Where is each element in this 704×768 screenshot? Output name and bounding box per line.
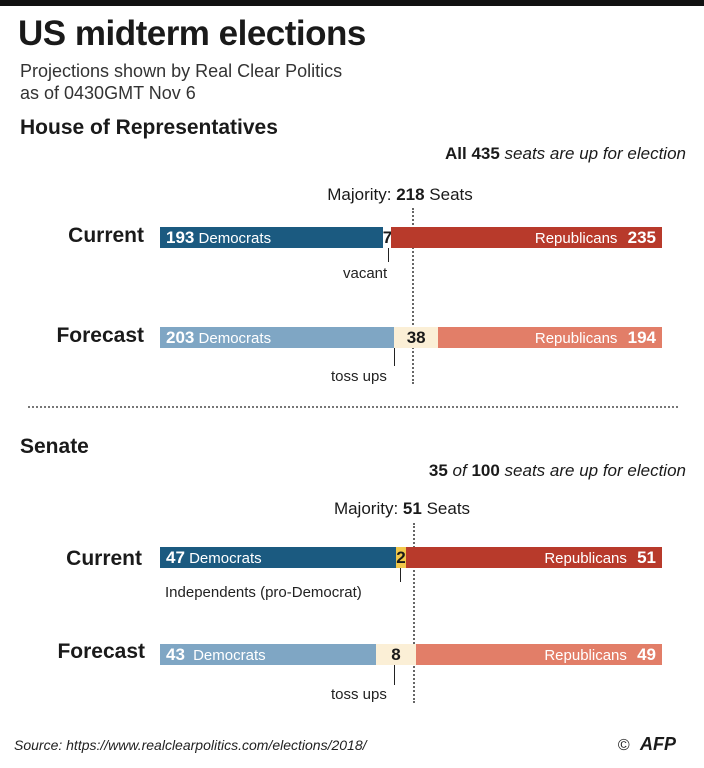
senate-seats-note: 35 of 100 seats are up for election bbox=[429, 461, 686, 481]
house-current-label: Current bbox=[68, 224, 144, 247]
senate-majority-line bbox=[413, 523, 415, 703]
chart-title: US midterm elections bbox=[18, 14, 366, 53]
section-divider bbox=[28, 406, 678, 408]
afp-credit: © AFP bbox=[618, 734, 676, 755]
house-seats-note: All 435 seats are up for election bbox=[445, 144, 686, 164]
senate-current-dem-segment: 47 Democrats bbox=[160, 547, 396, 568]
house-majority-prefix: Majority: bbox=[327, 185, 392, 204]
senate-forecast-label: Forecast bbox=[57, 640, 145, 663]
senate-current-rep-name: Republicans bbox=[544, 550, 627, 567]
senate-forecast-bar: 43 Democrats 8 Republicans 49 bbox=[160, 644, 662, 665]
senate-forecast-dem-value: 43 bbox=[166, 645, 185, 664]
senate-independent-tick bbox=[400, 568, 401, 582]
house-seats-pre: All bbox=[444, 144, 467, 163]
afp-logo: AFP bbox=[640, 734, 676, 754]
house-forecast-rep-segment: Republicans 194 bbox=[438, 327, 662, 348]
senate-seats-of: of bbox=[452, 461, 467, 480]
senate-majority-label: Majority: 51 Seats bbox=[334, 499, 470, 519]
chart-subtitle: Projections shown by Real Clear Politics… bbox=[20, 60, 342, 104]
senate-tossup-tick bbox=[394, 665, 395, 685]
top-bar bbox=[0, 0, 704, 6]
source-note: Source: https://www.realclearpolitics.co… bbox=[14, 737, 367, 753]
senate-current-label: Current bbox=[66, 547, 142, 570]
senate-majority-prefix: Majority: bbox=[333, 499, 399, 518]
house-vacant-tick bbox=[388, 248, 389, 262]
house-forecast-label: Forecast bbox=[56, 324, 144, 347]
house-current-vacant-segment: 7 bbox=[382, 227, 393, 248]
senate-current-independent-value: 2 bbox=[396, 548, 406, 567]
copyright-symbol: © bbox=[617, 737, 630, 754]
house-forecast-bar: 203 Democrats 38 Republicans 194 bbox=[160, 327, 662, 348]
house-majority-label: Majority: 218 Seats bbox=[327, 185, 473, 205]
subtitle-line-1: Projections shown by Real Clear Politics bbox=[20, 61, 343, 81]
senate-forecast-dem-name: Democrats bbox=[193, 647, 266, 664]
house-forecast-dem-name: Democrats bbox=[198, 330, 272, 347]
senate-tossup-annotation: toss ups bbox=[331, 686, 387, 703]
house-tossup-annotation: toss ups bbox=[331, 368, 387, 385]
house-current-rep-name: Republicans bbox=[534, 230, 618, 247]
senate-current-rep-value: 51 bbox=[637, 548, 656, 567]
house-forecast-dem-segment: 203 Democrats bbox=[160, 327, 395, 348]
house-current-vacant-value: 7 bbox=[382, 228, 393, 247]
senate-seats-num2: 100 bbox=[471, 461, 500, 480]
house-majority-suffix: Seats bbox=[429, 185, 473, 204]
house-heading: House of Representatives bbox=[20, 116, 278, 139]
house-tossup-tick bbox=[394, 348, 395, 366]
senate-forecast-rep-value: 49 bbox=[637, 645, 656, 664]
house-seats-post: seats are up for election bbox=[504, 144, 686, 163]
house-majority-num: 218 bbox=[396, 185, 425, 204]
senate-majority-suffix: Seats bbox=[426, 499, 471, 518]
senate-current-independent-segment: 2 bbox=[395, 547, 406, 568]
house-forecast-dem-value: 203 bbox=[166, 328, 195, 347]
senate-forecast-tossup-segment: 8 bbox=[375, 644, 417, 665]
senate-forecast-tossup-value: 8 bbox=[391, 645, 401, 664]
senate-current-bar: 47 Democrats 2 Republicans 51 bbox=[160, 547, 662, 568]
senate-independent-annotation: Independents (pro-Democrat) bbox=[165, 584, 362, 601]
house-majority-line bbox=[412, 208, 414, 384]
senate-heading: Senate bbox=[20, 435, 89, 458]
house-current-dem-name: Democrats bbox=[198, 230, 272, 247]
house-forecast-tossup-segment: 38 bbox=[394, 327, 439, 348]
house-current-rep-value: 235 bbox=[627, 228, 656, 247]
house-current-dem-value: 193 bbox=[166, 228, 195, 247]
senate-current-dem-name: Democrats bbox=[189, 550, 262, 567]
house-vacant-annotation: vacant bbox=[343, 265, 388, 282]
house-current-bar: 193 Democrats 7 Republicans 235 bbox=[160, 227, 662, 248]
senate-forecast-rep-name: Republicans bbox=[544, 647, 627, 664]
subtitle-line-2: as of 0430GMT Nov 6 bbox=[20, 83, 196, 103]
senate-forecast-rep-segment: Republicans 49 bbox=[416, 644, 662, 665]
senate-seats-num1: 35 bbox=[428, 461, 448, 480]
senate-current-dem-value: 47 bbox=[166, 548, 185, 567]
house-forecast-tossup-value: 38 bbox=[406, 328, 426, 347]
house-seats-num: 435 bbox=[471, 144, 500, 163]
house-current-rep-segment: Republicans 235 bbox=[390, 227, 662, 248]
senate-current-rep-segment: Republicans 51 bbox=[405, 547, 662, 568]
senate-forecast-dem-segment: 43 Democrats bbox=[160, 644, 376, 665]
house-current-dem-segment: 193 Democrats bbox=[160, 227, 383, 248]
house-forecast-rep-name: Republicans bbox=[534, 330, 618, 347]
senate-majority-num: 51 bbox=[402, 499, 422, 518]
senate-seats-post: seats are up for election bbox=[504, 461, 686, 480]
house-forecast-rep-value: 194 bbox=[627, 328, 656, 347]
